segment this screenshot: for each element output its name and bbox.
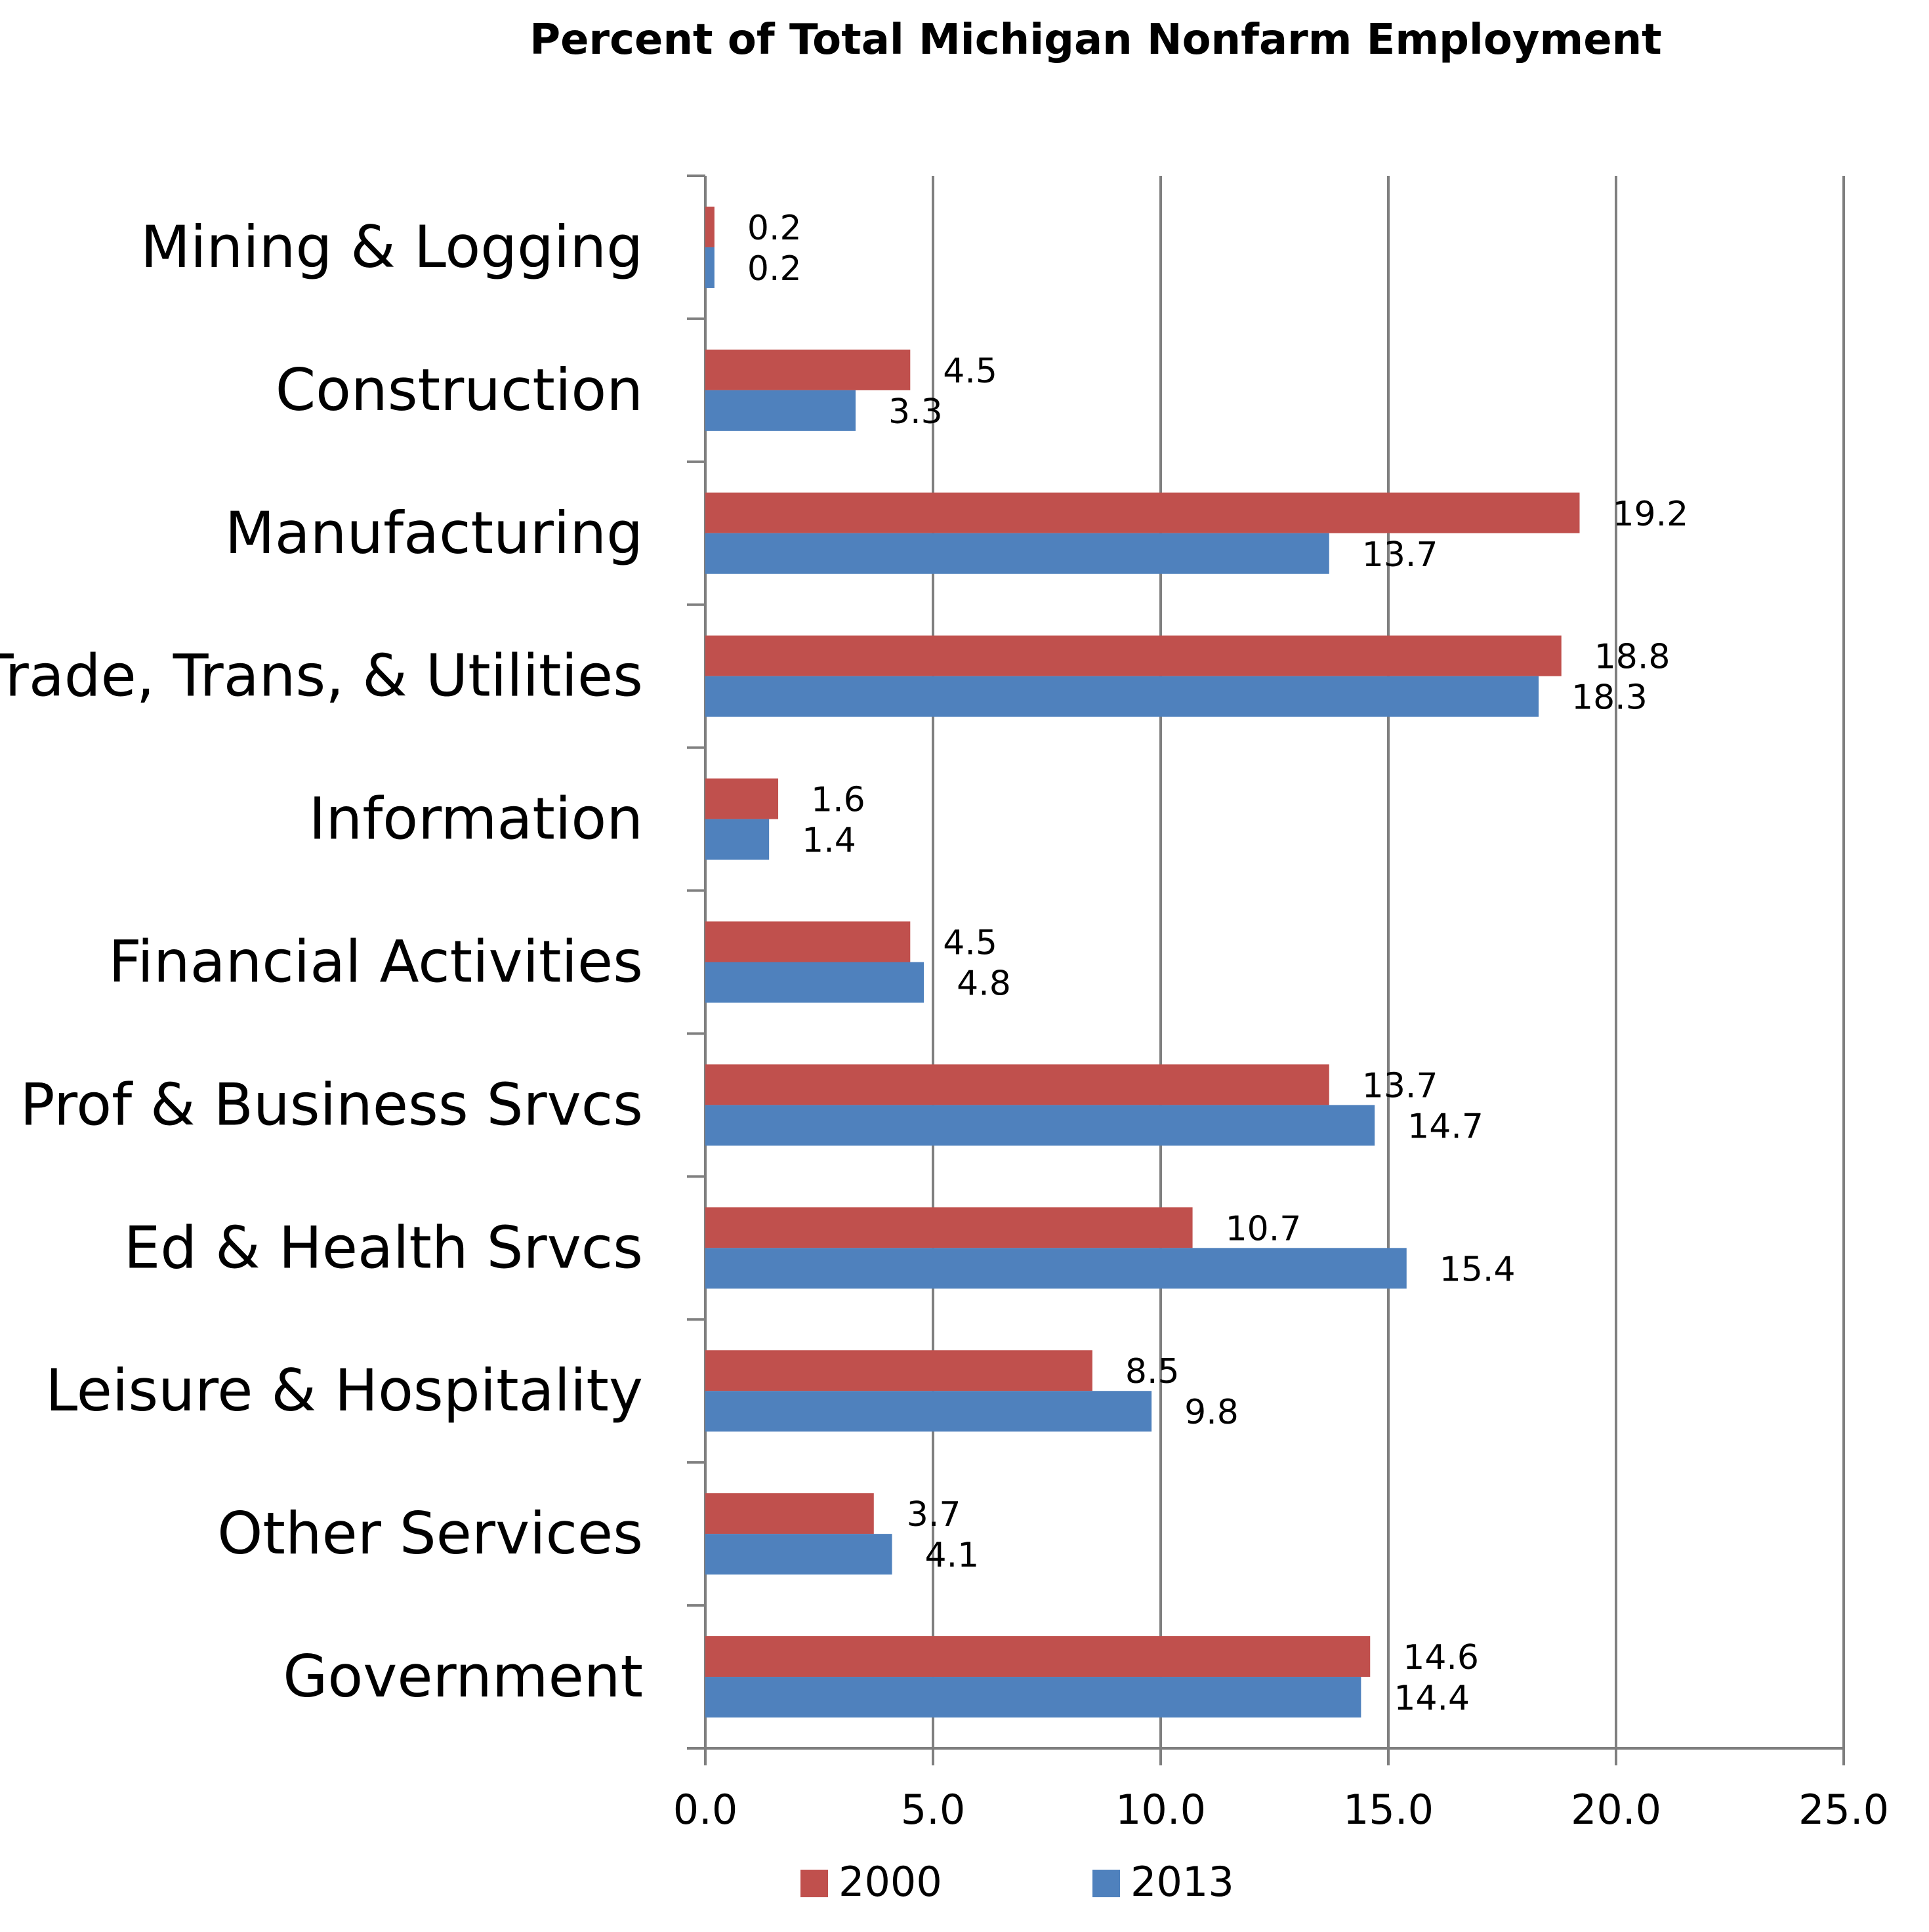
data-label-2013: 0.2	[747, 249, 802, 289]
category-label: Prof & Business Srvcs	[20, 1071, 643, 1138]
bar-2013	[705, 1248, 1407, 1289]
legend-label-2000: 2000	[839, 1858, 942, 1906]
data-label-2013: 14.7	[1407, 1107, 1483, 1146]
bar-2000	[705, 1064, 1329, 1105]
data-label-2000: 14.6	[1403, 1638, 1479, 1677]
bar-2013	[705, 819, 770, 860]
legend-swatch-2000	[800, 1870, 828, 1897]
data-label-2013: 18.3	[1571, 678, 1648, 718]
data-label-2000: 0.2	[747, 209, 802, 248]
bar-2013	[705, 1105, 1375, 1146]
data-label-2000: 1.6	[811, 781, 865, 820]
bar-2000	[705, 921, 911, 962]
bar-2013	[705, 390, 856, 431]
bar-2013	[705, 676, 1539, 717]
category-label: Leisure & Hospitality	[45, 1357, 643, 1424]
x-tick-label: 0.0	[673, 1786, 738, 1834]
category-label: Other Services	[217, 1500, 643, 1567]
gridlines	[704, 176, 1845, 1765]
x-tick-label: 10.0	[1115, 1786, 1206, 1834]
data-label-2000: 18.8	[1594, 638, 1670, 677]
x-tick-label: 25.0	[1798, 1786, 1889, 1834]
data-label-2013: 13.7	[1362, 535, 1438, 575]
bar-2000	[705, 778, 779, 819]
data-label-2000: 8.5	[1125, 1352, 1180, 1391]
bar-2000	[705, 1636, 1371, 1677]
data-label-2000: 10.7	[1226, 1209, 1302, 1248]
data-label-2000: 4.5	[943, 924, 997, 963]
x-tick-label: 20.0	[1571, 1786, 1661, 1834]
legend: 2000 2013	[800, 1858, 1234, 1906]
category-label: Manufacturing	[225, 499, 643, 567]
data-label-2013: 9.8	[1184, 1393, 1239, 1432]
bar-2013	[705, 1391, 1152, 1432]
bar-2000	[705, 492, 1580, 533]
chart-title: Percent of Total Michigan Nonfarm Employ…	[529, 16, 1662, 64]
data-label-2013: 1.4	[802, 821, 856, 861]
bar-2000	[705, 349, 911, 390]
data-label-2013: 4.1	[925, 1536, 980, 1575]
bar-2013	[705, 247, 715, 288]
x-tick-label: 5.0	[901, 1786, 966, 1834]
bar-2013	[705, 533, 1329, 574]
bar-2000	[705, 206, 715, 247]
x-tick-label: 15.0	[1343, 1786, 1434, 1834]
bar-2000	[705, 635, 1562, 676]
bars	[705, 206, 1580, 1718]
x-tick-labels: 0.0 5.0 10.0 15.0 20.0 25.0	[673, 1786, 1889, 1834]
bar-2013	[705, 962, 924, 1003]
data-label-2000: 4.5	[943, 352, 997, 391]
category-label: Information	[309, 785, 643, 853]
data-label-2013: 14.4	[1394, 1679, 1470, 1718]
category-label: Construction	[276, 356, 643, 424]
data-label-2013: 15.4	[1440, 1250, 1516, 1289]
bar-2013	[705, 1534, 892, 1575]
bar-2000	[705, 1493, 874, 1534]
category-label: Financial Activities	[108, 928, 643, 996]
category-label: Government	[283, 1643, 643, 1710]
category-label: Ed & Health Srvcs	[124, 1214, 643, 1281]
legend-label-2013: 2013	[1130, 1858, 1234, 1906]
bar-2000	[705, 1350, 1092, 1391]
bar-2000	[705, 1207, 1193, 1248]
data-label-2000: 19.2	[1612, 495, 1688, 534]
data-labels: 0.20.24.53.319.213.718.818.31.61.44.54.8…	[747, 209, 1688, 1718]
legend-swatch-2013	[1092, 1870, 1120, 1897]
category-label: Mining & Logging	[140, 213, 643, 281]
bar-2013	[705, 1677, 1361, 1718]
data-label-2013: 3.3	[888, 392, 943, 432]
category-label: Trade, Trans, & Utilities	[0, 642, 643, 710]
category-labels: Mining & Logging Construction Manufacturin…	[0, 213, 643, 1710]
data-label-2013: 4.8	[957, 964, 1011, 1004]
data-label-2000: 3.7	[907, 1495, 961, 1534]
data-label-2000: 13.7	[1362, 1066, 1438, 1105]
